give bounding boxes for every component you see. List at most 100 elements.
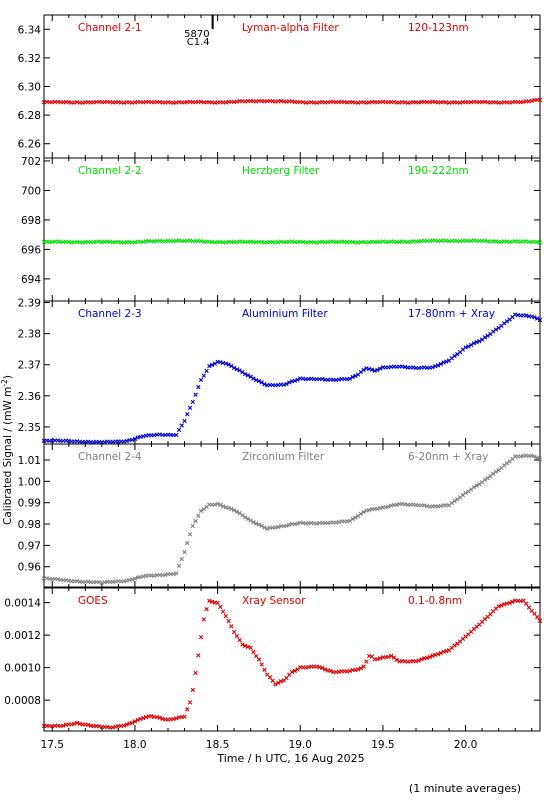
y-axis-label-text: Calibrated Signal / (mW m xyxy=(2,387,14,525)
panel-band-label: 120-123nm xyxy=(408,22,469,34)
data-point xyxy=(375,367,380,373)
data-point xyxy=(361,664,366,669)
data-point xyxy=(234,367,240,372)
data-point xyxy=(251,376,256,381)
panel-channel-label: GOES xyxy=(78,595,108,607)
data-point xyxy=(295,377,300,382)
data-point xyxy=(532,454,537,459)
data-point xyxy=(231,508,237,513)
panel-band-label: 6-20nm + Xray xyxy=(408,451,488,463)
data-point xyxy=(209,362,215,368)
y-tick-label: 0.0012 xyxy=(4,630,41,642)
data-point xyxy=(218,604,223,610)
data-point xyxy=(157,715,162,720)
data-point xyxy=(220,504,226,509)
data-point xyxy=(251,519,256,525)
data-point xyxy=(201,617,207,622)
panel-filter-label: Aluminium Filter xyxy=(242,308,328,320)
data-point xyxy=(267,675,273,680)
data-point xyxy=(196,653,201,658)
data-point xyxy=(204,606,209,612)
data-point xyxy=(229,506,234,512)
data-point xyxy=(182,549,187,555)
data-point xyxy=(182,714,187,719)
data-point xyxy=(430,365,435,370)
data-point xyxy=(377,366,383,371)
panel-filter-label: Herzberg Filter xyxy=(242,165,320,177)
data-point xyxy=(132,719,138,724)
flare-number-label: 5870 xyxy=(184,29,209,40)
data-point xyxy=(207,598,212,603)
series-points xyxy=(41,97,543,105)
data-point xyxy=(386,504,391,509)
data-point xyxy=(537,618,543,624)
data-point xyxy=(355,667,361,672)
y-tick-label: 2.39 xyxy=(18,298,41,310)
data-point xyxy=(292,668,297,674)
flare-class-label: C1.4 xyxy=(187,37,210,48)
data-point xyxy=(240,369,245,375)
data-point xyxy=(242,371,248,377)
data-point xyxy=(358,511,364,517)
data-point xyxy=(253,377,259,383)
data-point xyxy=(287,380,292,385)
y-tick-label: 2.35 xyxy=(18,422,41,434)
data-point xyxy=(532,315,537,320)
y-tick-label: 6.26 xyxy=(18,139,42,151)
x-tick-label: 18.0 xyxy=(123,739,146,751)
data-point xyxy=(463,490,468,496)
y-tick-label: 2.38 xyxy=(18,329,41,341)
panel-2: 694 696 698 700 702 Channel 2-2 Herzberg Filte… xyxy=(21,156,543,302)
data-point xyxy=(253,521,259,526)
data-point xyxy=(187,532,193,537)
data-point xyxy=(231,365,237,371)
data-point xyxy=(231,629,237,635)
panel-channel-label: Channel 2-3 xyxy=(78,308,142,320)
y-tick-label: 6.30 xyxy=(18,82,41,94)
data-point xyxy=(369,367,375,372)
chart-panels: 6.26 6.28 6.30 6.32 6.34 Channel 2-1 Lyman-alp… xyxy=(4,14,543,732)
series-points xyxy=(41,598,543,730)
data-point xyxy=(471,341,477,346)
data-point xyxy=(61,723,66,728)
data-point xyxy=(273,682,278,687)
data-point xyxy=(493,469,499,474)
panel-frame xyxy=(43,14,541,159)
data-point xyxy=(223,361,229,366)
x-tick-label: 17.5 xyxy=(41,739,64,751)
data-point xyxy=(245,373,251,378)
panel-filter-label: Xray Sensor xyxy=(242,595,306,607)
series-points xyxy=(41,453,543,585)
data-point xyxy=(259,662,264,667)
panel-band-label: 17-80nm + Xray xyxy=(408,308,495,320)
panel-band-label: 0.1-0.8nm xyxy=(408,595,462,607)
data-point xyxy=(215,501,220,507)
data-point xyxy=(537,457,543,462)
y-tick-label: 700 xyxy=(21,185,41,197)
panel-channel-label: Channel 2-1 xyxy=(78,22,142,34)
y-axis-label: Calibrated Signal / (mW m-2) xyxy=(0,375,14,525)
y-tick-label: 0.0014 xyxy=(4,598,41,610)
data-point xyxy=(124,722,129,727)
data-point xyxy=(452,353,457,359)
data-point xyxy=(496,604,501,609)
data-point xyxy=(430,653,435,658)
data-point xyxy=(176,563,182,569)
data-point xyxy=(259,380,264,385)
data-point xyxy=(452,643,457,648)
data-point xyxy=(427,654,432,660)
data-point xyxy=(129,720,135,725)
data-point xyxy=(532,611,537,616)
data-point xyxy=(485,476,490,481)
data-point xyxy=(185,540,190,546)
data-point xyxy=(193,392,198,397)
data-point xyxy=(218,502,223,508)
data-point xyxy=(256,657,262,662)
x-axis-label: Time / h UTC, 16 Aug 2025 xyxy=(216,752,364,765)
data-point xyxy=(248,518,253,523)
data-point xyxy=(182,418,187,424)
data-point xyxy=(347,376,353,381)
data-point xyxy=(322,667,328,672)
data-point xyxy=(201,373,207,378)
